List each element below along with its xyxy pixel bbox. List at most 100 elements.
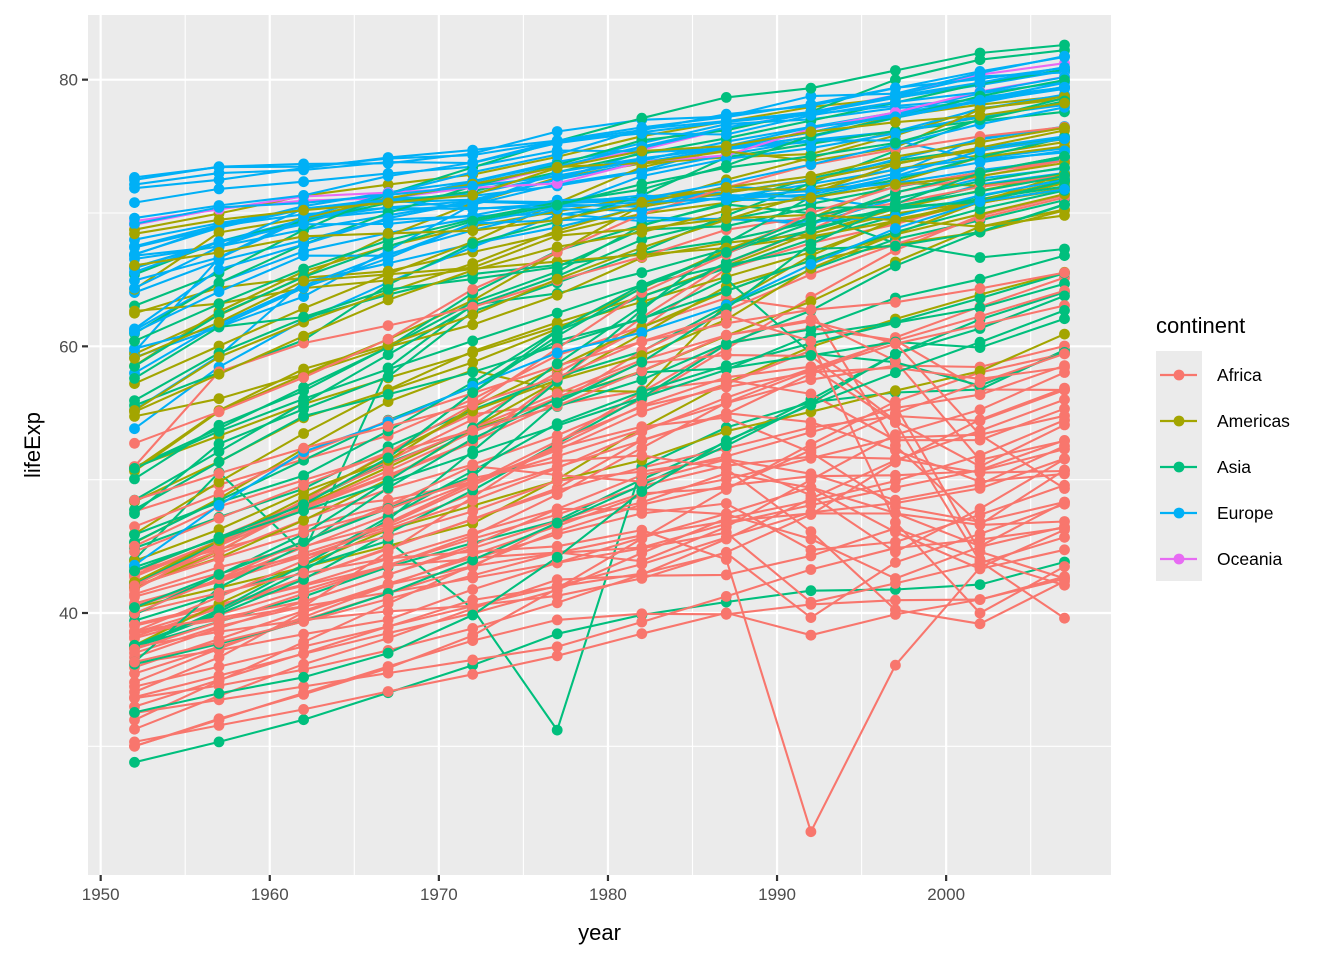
data-point	[382, 389, 394, 400]
data-point	[1059, 199, 1070, 211]
data-point	[382, 371, 394, 383]
series-line	[134, 166, 1065, 572]
series-line	[134, 43, 1065, 307]
data-point	[551, 149, 563, 160]
series-line	[134, 55, 1065, 220]
data-point	[720, 193, 732, 205]
data-point	[890, 137, 901, 149]
series-line	[134, 366, 1065, 633]
data-point	[129, 580, 140, 592]
data-point	[1059, 97, 1070, 109]
x-tick-label: 1960	[251, 885, 289, 904]
data-point	[974, 404, 986, 416]
x-axis: 1950 1960 1970 1980 1990 2000 year	[82, 875, 965, 945]
data-point	[805, 564, 817, 575]
series-line	[134, 188, 1065, 313]
data-point	[129, 736, 140, 748]
data-point	[213, 446, 225, 457]
data-point	[298, 681, 309, 692]
series-line	[134, 156, 1065, 536]
series-line	[134, 503, 1065, 708]
data-point	[298, 442, 309, 454]
data-point	[890, 604, 901, 616]
data-point	[890, 508, 901, 519]
data-point	[213, 626, 225, 638]
data-point	[382, 248, 394, 260]
data-point	[1059, 175, 1070, 187]
data-point	[129, 504, 140, 515]
data-point	[213, 736, 225, 748]
data-point	[129, 172, 140, 183]
data-point	[213, 456, 225, 468]
data-point	[1059, 122, 1070, 134]
data-point	[720, 285, 732, 297]
data-point	[636, 170, 648, 182]
series-line	[134, 272, 1065, 569]
data-point	[382, 421, 394, 432]
data-point	[1059, 150, 1070, 162]
data-point	[636, 568, 648, 579]
data-point	[636, 249, 648, 261]
series-line	[134, 126, 1065, 445]
data-point	[129, 723, 140, 735]
data-point	[974, 365, 986, 377]
data-point	[805, 416, 817, 428]
data-point	[467, 539, 479, 551]
data-point	[636, 608, 648, 620]
data-point	[974, 503, 986, 515]
data-point	[298, 330, 309, 342]
data-point	[382, 579, 394, 591]
data-point	[467, 584, 479, 595]
data-point	[890, 214, 901, 226]
data-point	[636, 153, 648, 165]
data-point	[551, 420, 563, 432]
series-line	[134, 365, 1066, 620]
series-line	[133, 203, 1065, 480]
data-point	[974, 579, 986, 590]
data-point	[890, 516, 901, 528]
data-point	[1059, 544, 1070, 556]
data-point	[805, 90, 817, 102]
data-point	[890, 127, 901, 139]
data-point	[213, 532, 225, 543]
data-point	[720, 397, 732, 409]
data-point	[720, 412, 732, 423]
data-point	[890, 316, 901, 328]
data-point	[467, 513, 479, 525]
data-point	[805, 159, 817, 170]
data-point	[382, 197, 394, 209]
x-tick-label: 1970	[420, 885, 458, 904]
data-point	[636, 300, 648, 312]
data-point	[636, 234, 648, 246]
data-point	[467, 654, 479, 666]
data-point	[213, 488, 225, 500]
data-point	[720, 527, 732, 538]
data-point	[720, 205, 732, 216]
x-tick-label: 1990	[758, 885, 796, 904]
data-point	[805, 596, 817, 608]
data-point	[974, 478, 986, 490]
data-point	[467, 301, 479, 313]
data-point	[213, 174, 225, 186]
data-point	[551, 724, 563, 736]
data-point	[129, 373, 140, 384]
data-point	[805, 315, 817, 327]
data-point	[213, 499, 225, 511]
data-point	[1059, 62, 1070, 74]
data-point	[382, 363, 394, 375]
data-point	[1059, 313, 1070, 325]
data-point	[382, 530, 394, 542]
data-point	[129, 260, 140, 271]
data-point	[382, 333, 394, 345]
series-line	[134, 282, 1065, 649]
data-point	[974, 252, 986, 263]
data-point	[720, 162, 732, 174]
data-point	[298, 536, 309, 547]
data-point	[467, 366, 479, 378]
data-point	[467, 448, 479, 460]
data-point	[1059, 465, 1070, 477]
data-point	[805, 388, 817, 400]
data-point	[467, 387, 479, 398]
data-point	[382, 593, 394, 605]
series-line	[134, 309, 1065, 714]
